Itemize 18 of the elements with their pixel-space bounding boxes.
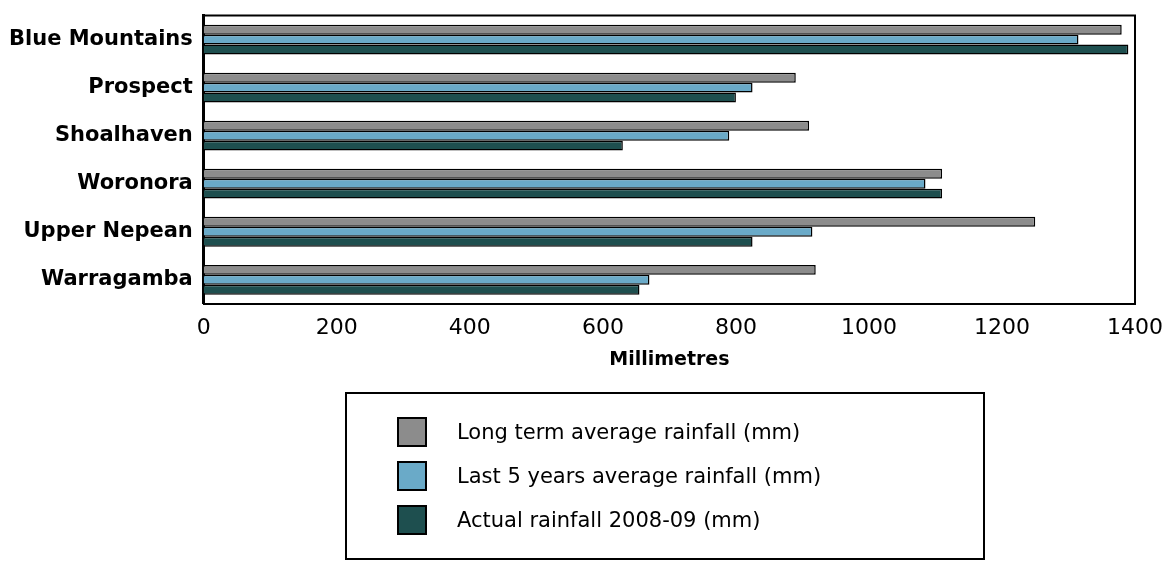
x-tick-label: 800 <box>714 313 757 339</box>
y-tick-label: Shoalhaven <box>54 122 193 147</box>
x-tick-label: 200 <box>315 313 358 339</box>
y-tick-label: Prospect <box>88 74 193 99</box>
y-tick-label: Woronora <box>77 170 193 195</box>
x-axis-title: Millimetres <box>609 346 730 369</box>
y-tick-label: Blue Mountains <box>8 26 193 51</box>
y-tick-label: Upper Nepean <box>23 218 193 243</box>
x-tick-label: 400 <box>448 313 491 339</box>
x-tick-label: 0 <box>196 313 211 339</box>
x-tick-label: 600 <box>581 313 624 339</box>
legend-label: Long term average rainfall (mm) <box>457 420 801 444</box>
legend-label: Last 5 years average rainfall (mm) <box>457 464 822 488</box>
x-tick-label: 1400 <box>1107 313 1164 339</box>
x-tick-label: 1000 <box>840 313 897 339</box>
legend-label: Actual rainfall 2008-09 (mm) <box>457 508 761 532</box>
y-tick-label: Warragamba <box>41 266 193 291</box>
x-tick-label: 1200 <box>973 313 1030 339</box>
